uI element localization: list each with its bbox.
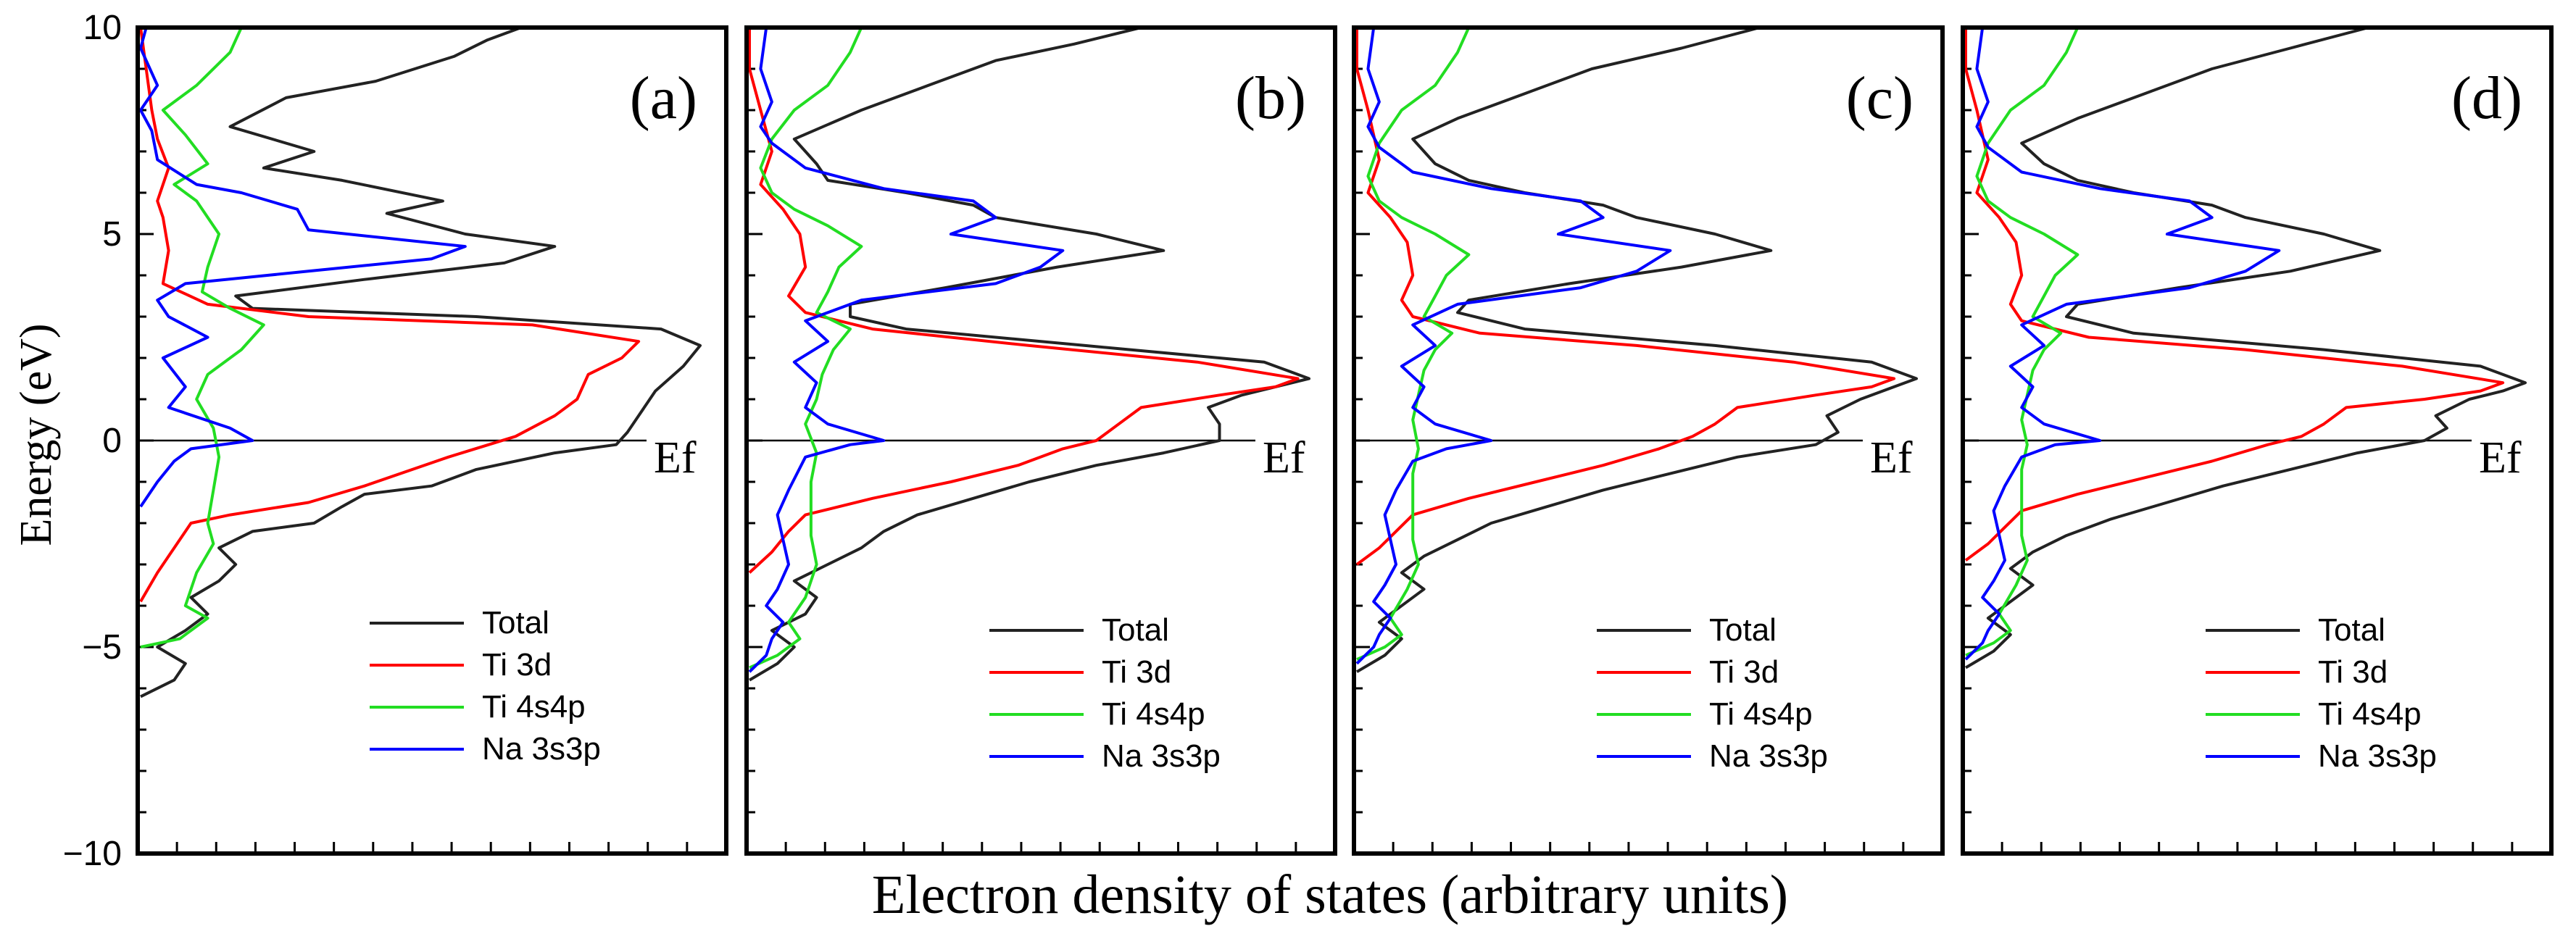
legend-label: Ti 3d xyxy=(2318,654,2388,690)
series-line-total xyxy=(140,26,702,698)
series-line-ti-3d xyxy=(1355,28,1896,566)
legend-label: Total xyxy=(1709,612,1777,648)
legend-label: Total xyxy=(2318,612,2385,648)
series-line-total xyxy=(1355,26,1918,673)
series-line-ti-4s4p xyxy=(1356,27,1471,661)
panel-frame xyxy=(1961,25,2554,856)
legend-label: Ti 3d xyxy=(1102,654,1171,690)
panel-a: Ef (a) Total Ti 3d Ti 4s4p Na 3s3p xyxy=(136,25,728,856)
legend-label: Na 3s3p xyxy=(1102,738,1221,774)
series-line-total xyxy=(748,26,1310,682)
fermi-level-label: Ef xyxy=(1263,433,1305,483)
panel-c: Ef (c) Total Ti 3d Ti 4s4p Na 3s3p xyxy=(1352,25,1945,856)
series-line-na-3s3p xyxy=(139,27,467,508)
panel-label: (a) xyxy=(630,64,697,132)
panel-frame xyxy=(136,25,728,856)
legend-label: Total xyxy=(482,605,549,641)
series-line-na-3s3p xyxy=(1964,27,2281,661)
legend-label: Na 3s3p xyxy=(1709,738,1828,774)
y-tick-label: −10 xyxy=(63,835,122,873)
panel-frame xyxy=(1352,25,1945,856)
legend-label: Ti 4s4p xyxy=(1102,696,1205,732)
legend: Total Ti 3d Ti 4s4p Na 3s3p xyxy=(989,612,1221,774)
y-tick-label: 0 xyxy=(102,422,122,460)
series-line-ti-3d xyxy=(748,28,1300,574)
legend-label: Ti 4s4p xyxy=(482,689,586,725)
series-line-na-3s3p xyxy=(748,27,1065,673)
series-line-total xyxy=(1964,26,2527,669)
y-tick-label: 10 xyxy=(83,9,122,47)
panel-frame xyxy=(744,25,1337,856)
fermi-level-label: Ef xyxy=(2479,433,2522,483)
panel-label: (c) xyxy=(1846,64,1914,132)
series-line-na-3s3p xyxy=(1355,27,1672,665)
series-line-ti-4s4p xyxy=(140,27,265,648)
legend-label: Total xyxy=(1102,612,1169,648)
y-axis-label: Energy (eV) xyxy=(12,323,61,546)
y-tick-label: −5 xyxy=(82,628,122,667)
legend-label: Ti 3d xyxy=(482,647,552,683)
y-tick-label: 5 xyxy=(102,215,122,254)
fermi-level-label: Ef xyxy=(654,433,697,483)
fermi-level-label: Ef xyxy=(1870,433,1913,483)
legend-label: Na 3s3p xyxy=(482,731,601,767)
y-tick-labels: 10 5 0 −5 −10 xyxy=(63,9,122,873)
legend-label: Ti 3d xyxy=(1709,654,1779,690)
panel-label: (b) xyxy=(1235,64,1306,132)
legend-label: Ti 4s4p xyxy=(2318,696,2422,732)
series-line-ti-4s4p xyxy=(1965,27,2080,657)
legend: Total Ti 3d Ti 4s4p Na 3s3p xyxy=(1597,612,1828,774)
series-line-ti-4s4p xyxy=(749,27,863,669)
panel-label: (d) xyxy=(2451,64,2522,132)
panel-d: Ef (d) Total Ti 3d Ti 4s4p Na 3s3p xyxy=(1961,25,2554,856)
legend: Total Ti 3d Ti 4s4p Na 3s3p xyxy=(2206,612,2437,774)
series-line-ti-3d xyxy=(139,27,641,603)
x-axis-label: Electron density of states (arbitrary un… xyxy=(872,864,1788,925)
legend-label: Ti 4s4p xyxy=(1709,696,1813,732)
series-line-ti-3d xyxy=(1964,28,2505,562)
legend: Total Ti 3d Ti 4s4p Na 3s3p xyxy=(370,605,601,767)
legend-label: Na 3s3p xyxy=(2318,738,2437,774)
panel-b: Ef (b) Total Ti 3d Ti 4s4p Na 3s3p xyxy=(744,25,1337,856)
